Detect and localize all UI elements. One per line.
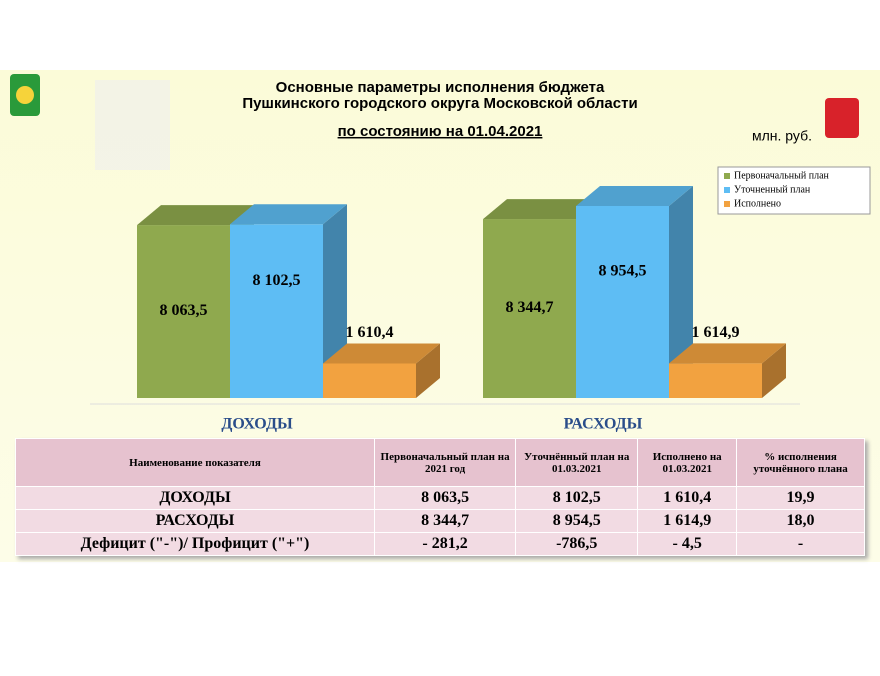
legend-swatch	[724, 173, 730, 179]
category-label: РАСХОДЫ	[564, 416, 643, 433]
bar-top	[483, 199, 600, 220]
bar-top	[576, 186, 693, 206]
bar	[483, 219, 576, 398]
unit: млн. руб.	[752, 128, 812, 144]
table-cell: % исполнения уточнённого плана	[736, 438, 865, 487]
bar	[669, 363, 762, 398]
data-label: 1 614,9	[692, 324, 740, 341]
date: по состоянию на 01.04.2021	[338, 123, 543, 140]
table-row: Дефицит ("-")/ Профицит ("+") - 281,2 -786…	[15, 532, 865, 556]
legend-swatch	[724, 187, 730, 193]
data-label: 8 102,5	[253, 272, 301, 289]
table: Наименование показателя Первоначальный пл…	[15, 438, 865, 556]
bar-side	[669, 186, 693, 398]
legend	[717, 166, 871, 215]
bar-top	[323, 343, 440, 364]
data-label: 1 610,4	[346, 324, 394, 341]
table-cell: Дефицит ("-")/ Профицит ("+")	[15, 532, 375, 556]
data-label: 8 344,7	[506, 299, 554, 316]
bar	[576, 206, 669, 398]
table-cell: 18,0	[736, 509, 865, 533]
table-row: РАСХОДЫ 8 344,7 8 954,5 1 614,9 18,0	[15, 509, 865, 533]
bar	[137, 225, 230, 398]
table-cell: -786,5	[515, 532, 639, 556]
table-row: ДОХОДЫ 8 063,5 8 102,5 1 610,4 19,9	[15, 486, 865, 510]
table-cell: ДОХОДЫ	[15, 486, 375, 510]
bar	[323, 363, 416, 398]
table-cell: 1 614,9	[637, 509, 738, 533]
table-cell: Наименование показателя	[15, 438, 375, 487]
title-line: Пушкинского городского округа Московской…	[242, 95, 637, 112]
legend-swatch	[724, 201, 730, 207]
emblem-right	[825, 98, 859, 138]
emblem-left-sun	[16, 86, 34, 104]
table-cell: Исполнено на 01.03.2021	[637, 438, 738, 487]
bar-side	[416, 343, 440, 398]
bar-top	[137, 205, 254, 226]
table-cell: - 4,5	[637, 532, 738, 556]
legend-label: Исполнено	[734, 198, 781, 209]
category-label: ДОХОДЫ	[221, 416, 293, 433]
bar-side	[762, 343, 786, 398]
data-label: 8 063,5	[160, 302, 208, 319]
legend-label: Уточненный план	[734, 184, 811, 195]
table-cell: 8 063,5	[373, 486, 517, 510]
table-cell: Уточнённый план на 01.03.2021	[515, 438, 639, 487]
table-cell: - 281,2	[373, 532, 517, 556]
table-cell: Первоначальный план на 2021 год	[373, 438, 517, 487]
table-cell: -	[736, 532, 865, 556]
bar-top	[230, 204, 347, 225]
data-label: 8 954,5	[599, 263, 647, 280]
legend-label: Первоначальный план	[734, 170, 830, 181]
table-cell: 8 344,7	[373, 509, 517, 533]
table-cell: 8 102,5	[515, 486, 639, 510]
table-cell: 1 610,4	[637, 486, 738, 510]
table-cell: 19,9	[736, 486, 865, 510]
table-cell: РАСХОДЫ	[15, 509, 375, 533]
illustration	[95, 80, 170, 170]
table-row: Наименование показателя Первоначальный пл…	[15, 438, 865, 487]
table-cell: 8 954,5	[515, 509, 639, 533]
title-line: Основные параметры исполнения бюджета	[276, 79, 605, 96]
bar	[230, 224, 323, 398]
bar-top	[669, 343, 786, 364]
